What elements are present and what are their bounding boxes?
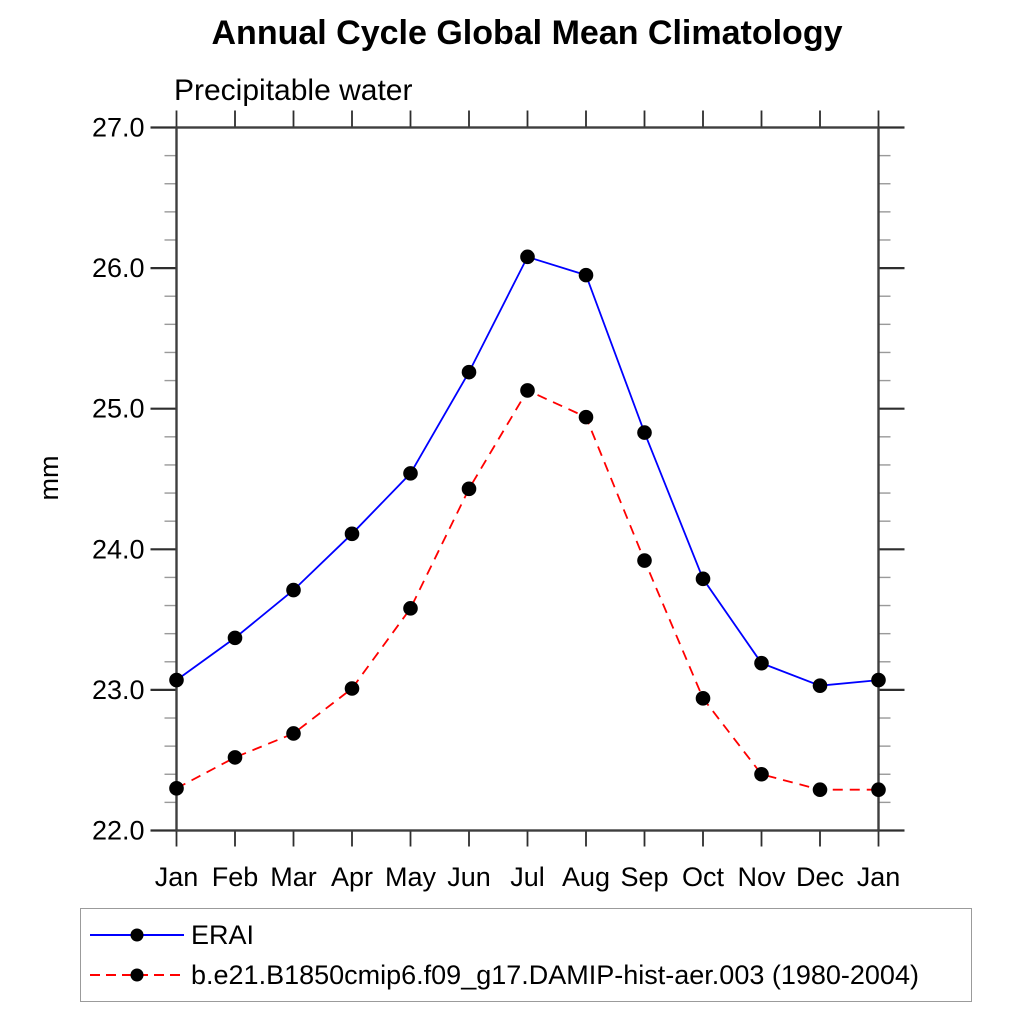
data-point-marker <box>578 409 594 425</box>
x-tick-label: Jan <box>155 862 199 892</box>
data-point-marker <box>637 553 652 568</box>
data-point-marker <box>520 249 535 265</box>
legend-item-model: b.e21.B1850cmip6.f09_g17.DAMIP-hist-aer.… <box>88 955 971 995</box>
x-tick-label: Apr <box>331 862 373 892</box>
x-tick-label: Mar <box>270 862 317 892</box>
x-tick-label: Dec <box>796 862 844 892</box>
y-tick-label: 22.0 <box>92 816 145 846</box>
data-point-marker <box>871 782 886 798</box>
x-tick-label: Nov <box>737 862 786 892</box>
data-point-marker <box>461 481 477 497</box>
x-tick-label: Jul <box>510 862 545 892</box>
data-point-marker <box>812 782 828 798</box>
x-tick-label: May <box>385 862 437 892</box>
data-point-marker <box>461 364 477 380</box>
legend-marker <box>130 928 144 942</box>
data-point-marker <box>344 681 360 696</box>
data-point-marker <box>344 526 360 542</box>
data-point-marker <box>227 750 243 765</box>
series-line-0 <box>175 255 879 687</box>
data-point-marker <box>286 582 301 598</box>
legend: ERAI b.e21.B1850cmip6.f09_g17.DAMIP-hist… <box>80 908 972 1002</box>
legend-line-sample-erai <box>90 928 184 942</box>
y-tick-label: 26.0 <box>92 253 145 283</box>
data-point-marker <box>403 466 418 481</box>
data-point-marker <box>754 655 769 671</box>
legend-line-sample-model <box>90 968 184 982</box>
y-tick-label: 25.0 <box>92 394 145 424</box>
legend-label-erai: ERAI <box>191 919 255 950</box>
x-tick-label: Jan <box>857 862 901 892</box>
legend-label-model: b.e21.B1850cmip6.f09_g17.DAMIP-hist-aer.… <box>191 959 919 990</box>
data-point-marker <box>754 766 769 782</box>
plot-frame <box>175 126 880 832</box>
data-point-marker <box>169 781 184 796</box>
x-tick-label: Feb <box>212 862 259 892</box>
data-point-marker <box>695 691 711 706</box>
data-point-marker <box>812 678 828 693</box>
x-tick-label: Sep <box>620 862 668 892</box>
x-tick-label: Aug <box>562 862 610 892</box>
chart-title: Annual Cycle Global Mean Climatology <box>211 14 843 52</box>
y-tick-label: 27.0 <box>92 113 145 143</box>
data-point-marker <box>871 672 886 688</box>
data-point-marker <box>169 672 184 688</box>
y-axis-unit-label: mm <box>34 456 64 501</box>
x-tick-label: Jun <box>447 862 491 892</box>
chart-subtitle: Precipitable water <box>174 74 413 107</box>
legend-item-erai: ERAI <box>88 915 971 955</box>
data-point-marker <box>403 601 418 616</box>
data-point-marker <box>695 571 711 587</box>
series-line-1 <box>176 389 879 791</box>
y-tick-label: 24.0 <box>92 534 145 564</box>
x-tick-label: Oct <box>682 862 725 892</box>
data-point-marker <box>286 726 301 741</box>
data-point-marker <box>578 267 594 283</box>
data-point-marker <box>637 425 652 440</box>
data-point-marker <box>227 630 243 646</box>
data-point-marker <box>520 383 535 398</box>
y-tick-label: 23.0 <box>92 675 145 705</box>
legend-marker <box>130 968 144 982</box>
